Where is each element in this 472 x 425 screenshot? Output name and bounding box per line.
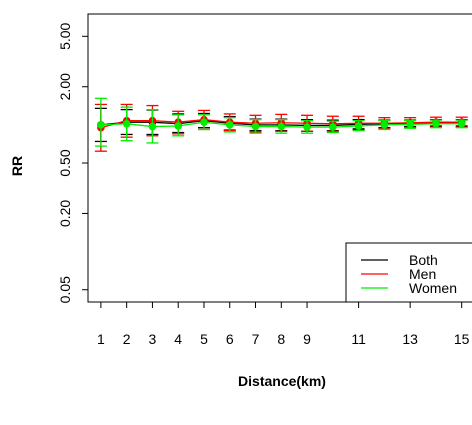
data-point xyxy=(277,122,286,131)
series-women xyxy=(94,97,468,147)
x-axis-title: Distance(km) xyxy=(238,373,326,389)
x-tick-label: 7 xyxy=(252,331,260,347)
series-layer xyxy=(94,97,468,152)
y-tick-label: 2.00 xyxy=(57,73,73,100)
y-tick-label: 0.05 xyxy=(57,276,73,303)
data-point xyxy=(200,118,208,126)
y-tick-label: 0.20 xyxy=(57,200,73,227)
x-tick-label: 11 xyxy=(351,331,366,347)
legend-label: Women xyxy=(409,280,457,296)
y-tick-label: 5.00 xyxy=(57,22,73,49)
legend-box xyxy=(345,242,472,303)
data-point xyxy=(406,120,414,129)
data-point xyxy=(380,121,389,129)
x-tick-label: 8 xyxy=(277,331,285,347)
y-tick-label: 0.50 xyxy=(57,149,73,176)
data-point xyxy=(432,119,440,128)
axes: 0.05 0.20 0.50 2.00 5.00 1 2 3 4 5 6 7 8 9 11 13 15 xyxy=(57,13,472,347)
data-point xyxy=(251,122,260,131)
x-tick-label: 9 xyxy=(303,331,311,347)
x-tick-label: 6 xyxy=(226,331,234,347)
legend-label: Both xyxy=(409,252,438,268)
x-tick-label: 3 xyxy=(149,331,157,347)
data-point xyxy=(354,122,363,130)
data-point xyxy=(457,119,466,128)
data-point xyxy=(97,121,105,129)
data-point xyxy=(303,123,311,131)
data-point xyxy=(174,122,183,130)
data-point xyxy=(225,121,234,129)
x-tick-label: 1 xyxy=(97,331,105,347)
plot-frame xyxy=(87,13,472,303)
data-point xyxy=(329,123,337,131)
legend-label: Men xyxy=(409,266,436,282)
data-point xyxy=(148,122,157,131)
x-tick-label: 15 xyxy=(454,331,470,347)
x-tick-label: 2 xyxy=(123,331,131,347)
y-axis-title: RR xyxy=(9,156,25,176)
x-tick-label: 4 xyxy=(174,331,182,347)
x-tick-label: 5 xyxy=(200,331,208,347)
x-tick-label: 13 xyxy=(402,331,418,347)
data-point xyxy=(122,119,131,128)
